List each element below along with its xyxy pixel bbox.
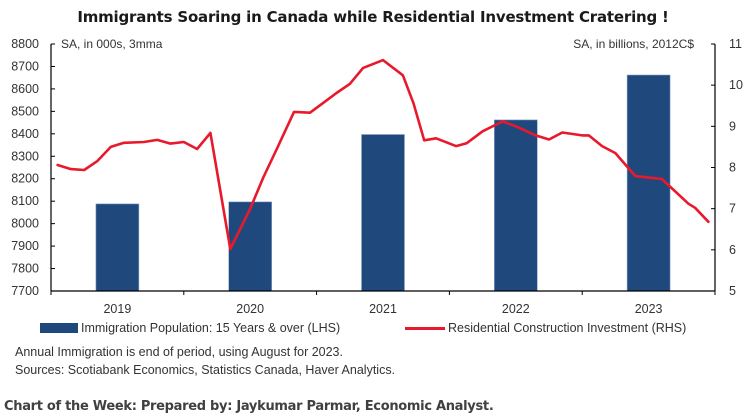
left-axis-tick-label: 7800	[11, 262, 39, 276]
left-axis-unit-label: SA, in 000s, 3mma	[61, 37, 163, 51]
line-series	[56, 58, 710, 251]
legend-item-residential: Residential Construction Investment (RHS…	[405, 321, 686, 335]
note-sources: Sources: Scotiabank Economics, Statistic…	[15, 363, 396, 377]
left-axis-tick-label: 8100	[11, 194, 39, 208]
left-axis-tick-label: 8700	[11, 59, 39, 73]
legend-item-immigration: Immigration Population: 15 Years & over …	[40, 321, 340, 335]
legend-bar-label: Immigration Population: 15 Years & over …	[81, 321, 341, 335]
bar-2022	[493, 119, 538, 292]
left-axis-tick-label: 8300	[11, 149, 39, 163]
left-axis-tick-label: 8500	[11, 104, 39, 118]
x-axis-tick-label: 2022	[502, 302, 530, 316]
legend-line-label: Residential Construction Investment (RHS…	[448, 321, 687, 335]
x-axis-tick-label: 2023	[635, 302, 663, 316]
left-axis-tick-label: 8800	[11, 37, 39, 51]
right-axis-tick-label: 7	[729, 202, 736, 216]
x-axis-tick-label: 2019	[103, 302, 131, 316]
left-axis-tick-label: 7700	[11, 284, 39, 298]
right-axis-tick-label: 9	[729, 119, 736, 133]
bar-2021	[361, 134, 405, 292]
right-axis-tick-label: 10	[729, 78, 743, 92]
x-axis: 2019 2020 2021 2022 2023	[50, 290, 716, 316]
left-axis-tick-label: 8200	[11, 172, 39, 186]
combo-chart: 7700 7800 7900 8000 8100 8200 8300 8400 8500 8600…	[11, 37, 743, 316]
residential-investment-line	[56, 58, 710, 251]
footer-credit: Chart of the Week: Prepared by: Jaykumar…	[4, 399, 494, 414]
left-axis: 7700 7800 7900 8000 8100 8200 8300 8400 8500 8600…	[11, 37, 55, 298]
note-annual-immigration: Annual Immigration is end of period, usi…	[15, 345, 343, 359]
legend: Immigration Population: 15 Years & over …	[0, 321, 746, 339]
right-axis-tick-label: 11	[729, 37, 742, 51]
right-axis-tick-label: 5	[729, 284, 736, 298]
left-axis-tick-label: 8400	[11, 127, 39, 141]
right-axis: 5 6 7 8 9 10 11	[711, 37, 743, 298]
legend-line-swatch	[405, 326, 445, 330]
left-axis-tick-label: 8600	[11, 82, 39, 96]
x-axis-tick-label: 2020	[236, 302, 264, 316]
right-axis-tick-label: 6	[729, 243, 736, 257]
x-axis-tick-label: 2021	[369, 302, 397, 316]
left-axis-tick-label: 8000	[11, 217, 39, 231]
right-axis-tick-label: 8	[729, 161, 736, 175]
right-axis-unit-label: SA, in billions, 2012C$	[573, 37, 694, 51]
left-axis-tick-label: 7900	[11, 239, 39, 253]
bar-2023	[626, 74, 671, 292]
chart-title: Immigrants Soaring in Canada while Resid…	[77, 8, 669, 26]
bar-series	[95, 74, 671, 292]
legend-bar-swatch	[40, 323, 78, 333]
bar-2019	[95, 203, 140, 292]
bar-2020	[228, 201, 272, 292]
